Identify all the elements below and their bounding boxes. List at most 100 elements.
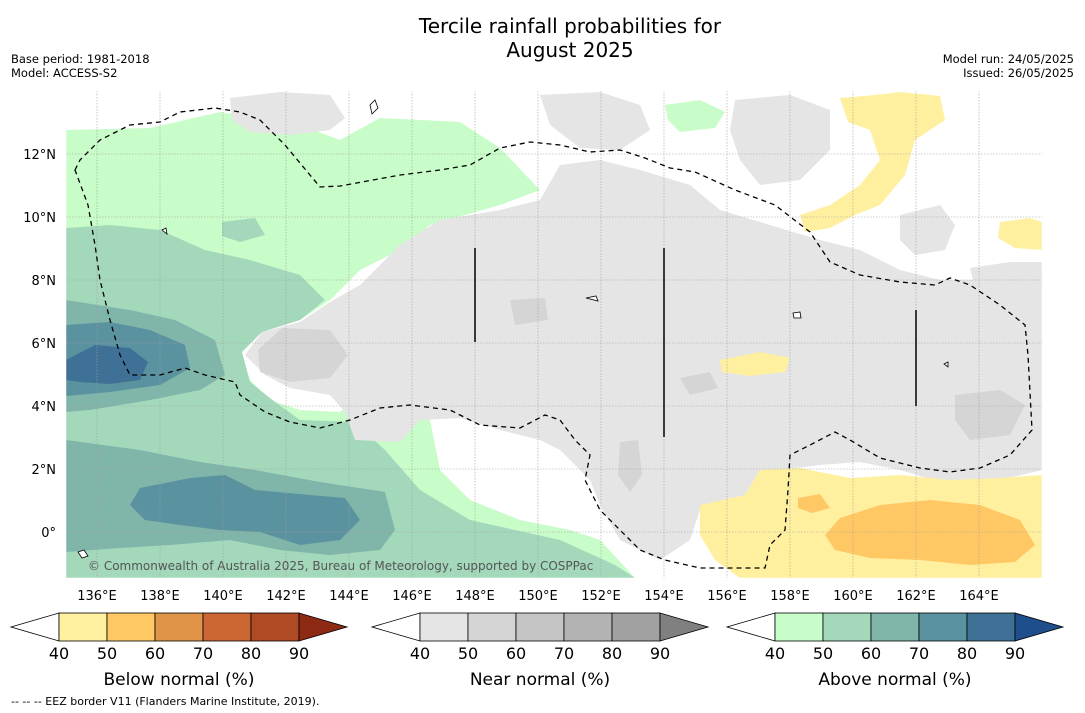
- colorbar-below-swatch-0: [9, 612, 60, 642]
- lon-ticks: 136°E 138°E 140°E 142°E 144°E 146°E 148°…: [77, 589, 999, 604]
- region-above-80: [66, 345, 148, 384]
- lon-tick-label: 142°E: [266, 589, 306, 604]
- lat-tick-label: 0°: [41, 526, 56, 541]
- model-name: Model: ACCESS-S2: [11, 66, 118, 80]
- issued-date: Issued: 26/05/2025: [963, 66, 1074, 80]
- colorbar-tick: 90: [289, 644, 309, 663]
- colorbar-below-swatch-2: [106, 612, 156, 642]
- map-frame: [65, 90, 1043, 579]
- colorbar-below-swatch-4: [202, 612, 252, 642]
- region-below-40-patch: [998, 218, 1042, 250]
- map-area: [66, 91, 1042, 578]
- colorbar-above-label: Above normal (%): [818, 670, 971, 690]
- colorbar-below-swatch-6: [298, 612, 349, 642]
- lat-tick-label: 6°N: [32, 337, 57, 352]
- lon-tick-label: 138°E: [140, 589, 180, 604]
- islands: [77, 99, 949, 559]
- lon-tick-label: 148°E: [455, 589, 495, 604]
- lon-tick-label: 150°E: [518, 589, 558, 604]
- region-near-40-northeast: [730, 95, 830, 185]
- colorbar-tick: 70: [554, 644, 574, 663]
- region-below-50: [825, 500, 1035, 565]
- region-near-50: [618, 440, 642, 492]
- colorbar-tick: 60: [145, 644, 165, 663]
- colorbar-below-ticks: 40 50 60 70 80 90: [49, 644, 309, 663]
- colorbar-tick: 80: [957, 644, 977, 663]
- base-info: Base period: 1981-2018 Model: ACCESS-S2: [11, 52, 150, 80]
- colorbar-above-ticks: 40 50 60 70 80 90: [765, 644, 1025, 663]
- region-near-50: [955, 390, 1025, 440]
- colorbar-near-swatch-3: [515, 612, 565, 642]
- colorbar-near-label: Near normal (%): [470, 670, 610, 690]
- colorbar-near-swatch-0: [370, 612, 421, 642]
- colorbar-above-swatch-0: [725, 612, 776, 642]
- colorbar-tick: 70: [193, 644, 213, 663]
- lat-tick-label: 2°N: [32, 463, 57, 478]
- colorbar-above-normal: 40 50 60 70 80 90 Above normal (%): [725, 612, 1065, 690]
- lat-tick-label: 12°N: [23, 148, 56, 163]
- colorbar-near-ticks: 40 50 60 70 80 90: [410, 644, 670, 663]
- meridian-markers: [474, 248, 917, 437]
- colorbar-tick: 40: [410, 644, 430, 663]
- lon-tick-label: 152°E: [581, 589, 621, 604]
- region-near-50: [510, 298, 548, 325]
- colorbar-above-swatch-1: [774, 612, 824, 642]
- lon-tick-label: 164°E: [959, 589, 999, 604]
- colorbar-above-swatch-6: [1014, 612, 1065, 642]
- region-below-40-patch: [720, 352, 790, 376]
- colorbar-tick: 50: [97, 644, 117, 663]
- colorbar-below-normal: 40 50 60 70 80 90 Below normal (%): [9, 612, 349, 690]
- colorbar-near-swatch-2: [467, 612, 517, 642]
- title-line-2: August 2025: [506, 38, 634, 62]
- lon-tick-label: 136°E: [77, 589, 117, 604]
- colorbar-tick: 90: [650, 644, 670, 663]
- colorbar-tick: 50: [813, 644, 833, 663]
- region-above-50-patch: [222, 218, 265, 242]
- copyright-notice: © Commonwealth of Australia 2025, Bureau…: [88, 559, 593, 573]
- colorbar-above-swatch-5: [966, 612, 1016, 642]
- base-period: Base period: 1981-2018: [11, 52, 150, 66]
- lon-tick-label: 162°E: [896, 589, 936, 604]
- lon-tick-label: 146°E: [392, 589, 432, 604]
- model-run: Model run: 24/05/2025: [942, 52, 1074, 66]
- island: [792, 311, 802, 319]
- lat-tick-label: 10°N: [23, 211, 56, 226]
- region-near-40-main: [245, 160, 1042, 560]
- colorbar-tick: 90: [1005, 644, 1025, 663]
- region-near-50: [258, 328, 348, 382]
- island: [585, 295, 599, 302]
- colorbar-near-swatch-1: [419, 612, 469, 642]
- eez-footnote: -- -- -- EEZ border V11 (Flanders Marine…: [11, 695, 320, 708]
- colorbar-below-swatch-3: [154, 612, 204, 642]
- colorbar-below-label: Below normal (%): [104, 670, 255, 690]
- region-above-40-north: [665, 100, 725, 132]
- lon-tick-label: 154°E: [644, 589, 684, 604]
- lon-tick-label: 156°E: [707, 589, 747, 604]
- colorbar-near-normal: 40 50 60 70 80 90 Near normal (%): [370, 612, 710, 690]
- island: [77, 549, 89, 559]
- region-above-70-south: [130, 475, 360, 545]
- colorbar-near-swatch-5: [611, 612, 661, 642]
- colorbar-above-swatch-4: [918, 612, 968, 642]
- lat-tick-label: 4°N: [32, 400, 57, 415]
- map-title: Tercile rainfall probabilities for Augus…: [0, 14, 1085, 62]
- colorbar-tick: 70: [909, 644, 929, 663]
- colorbar-tick: 80: [241, 644, 261, 663]
- region-near-40-ne2: [900, 205, 955, 255]
- graticule: [66, 91, 1042, 578]
- lon-tick-label: 140°E: [203, 589, 243, 604]
- colorbar-tick: 50: [458, 644, 478, 663]
- region-below-40-north: [800, 92, 945, 232]
- island: [161, 227, 168, 235]
- lon-tick-label: 158°E: [770, 589, 810, 604]
- lon-tick-label: 144°E: [329, 589, 369, 604]
- eez-border: [74, 107, 1033, 569]
- colorbar-below-swatch-1: [58, 612, 108, 642]
- colorbar-below-swatch-5: [250, 612, 300, 642]
- lat-tick-label: 8°N: [32, 274, 57, 289]
- colorbar-tick: 40: [49, 644, 69, 663]
- region-below-50: [798, 494, 830, 513]
- island: [943, 361, 949, 368]
- lat-ticks: 12°N 10°N 8°N 6°N 4°N 2°N 0°: [23, 148, 56, 541]
